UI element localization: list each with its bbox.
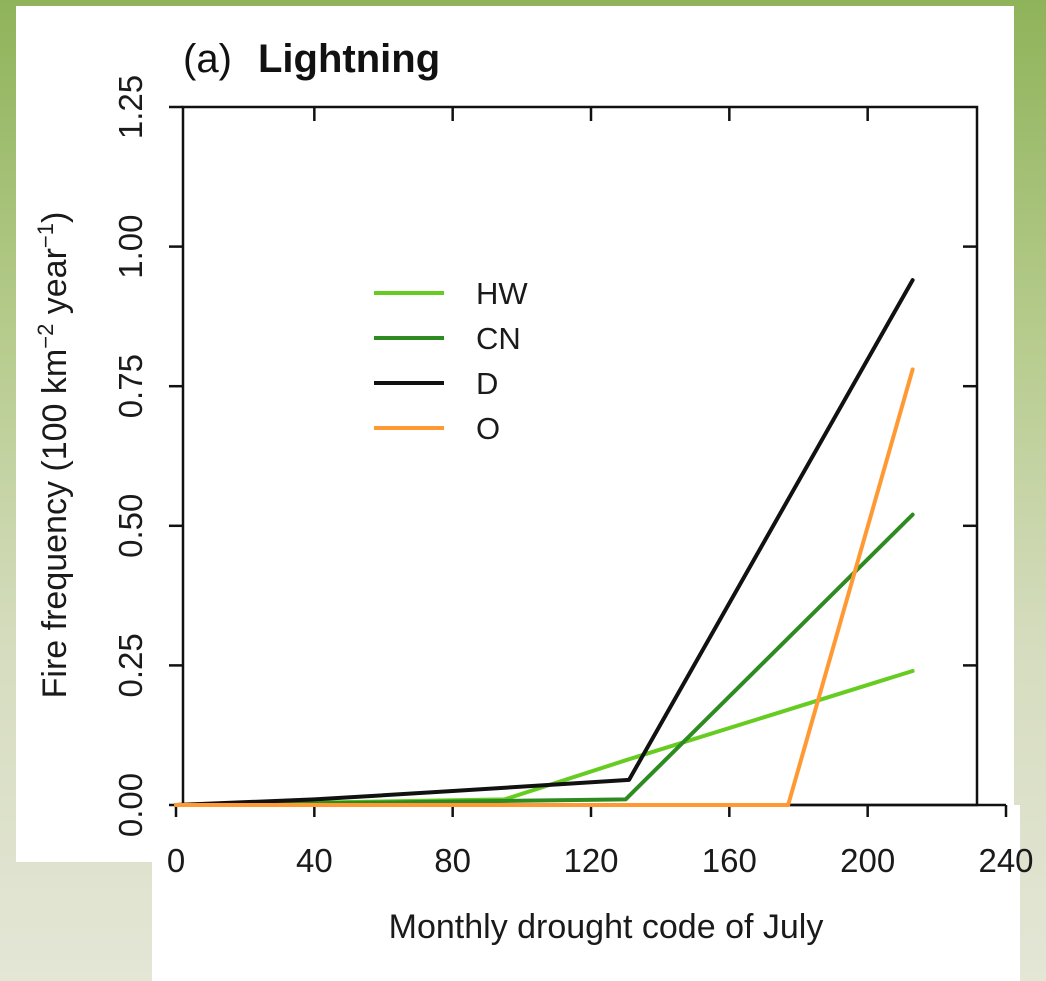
- x-tick-label: 40: [296, 842, 333, 879]
- x-tick-label: 240: [978, 842, 1033, 879]
- chart-title: Lightning: [258, 37, 440, 81]
- y-axis-title: Fire frequency (100 km−2 year−1): [33, 212, 74, 699]
- figure-panel-lower: [152, 805, 1020, 981]
- series-line-o: [174, 367, 915, 807]
- y-tick-label: 0.75: [112, 354, 149, 418]
- y-tick-label: 0.00: [112, 773, 149, 837]
- x-tick-label: 120: [563, 842, 618, 879]
- legend-label-hw: HW: [476, 276, 528, 311]
- series-line-d: [174, 278, 915, 807]
- y-tick-label: 1.00: [112, 214, 149, 278]
- y-tick-label: 0.50: [112, 494, 149, 558]
- legend-label-d: D: [476, 366, 498, 401]
- y-tick-label: 0.25: [112, 633, 149, 697]
- legend-label-o: O: [476, 411, 500, 446]
- x-axis-title: Monthly drought code of July: [389, 908, 824, 946]
- y-tick-label: 1.25: [112, 75, 149, 139]
- x-tick-label: 0: [167, 842, 185, 879]
- x-tick-label: 200: [840, 842, 895, 879]
- chart-title-prefix: (a): [183, 37, 232, 81]
- plot-frame: [181, 105, 979, 807]
- x-tick-label: 80: [434, 842, 471, 879]
- legend-label-cn: CN: [476, 321, 521, 356]
- x-tick-label: 160: [702, 842, 757, 879]
